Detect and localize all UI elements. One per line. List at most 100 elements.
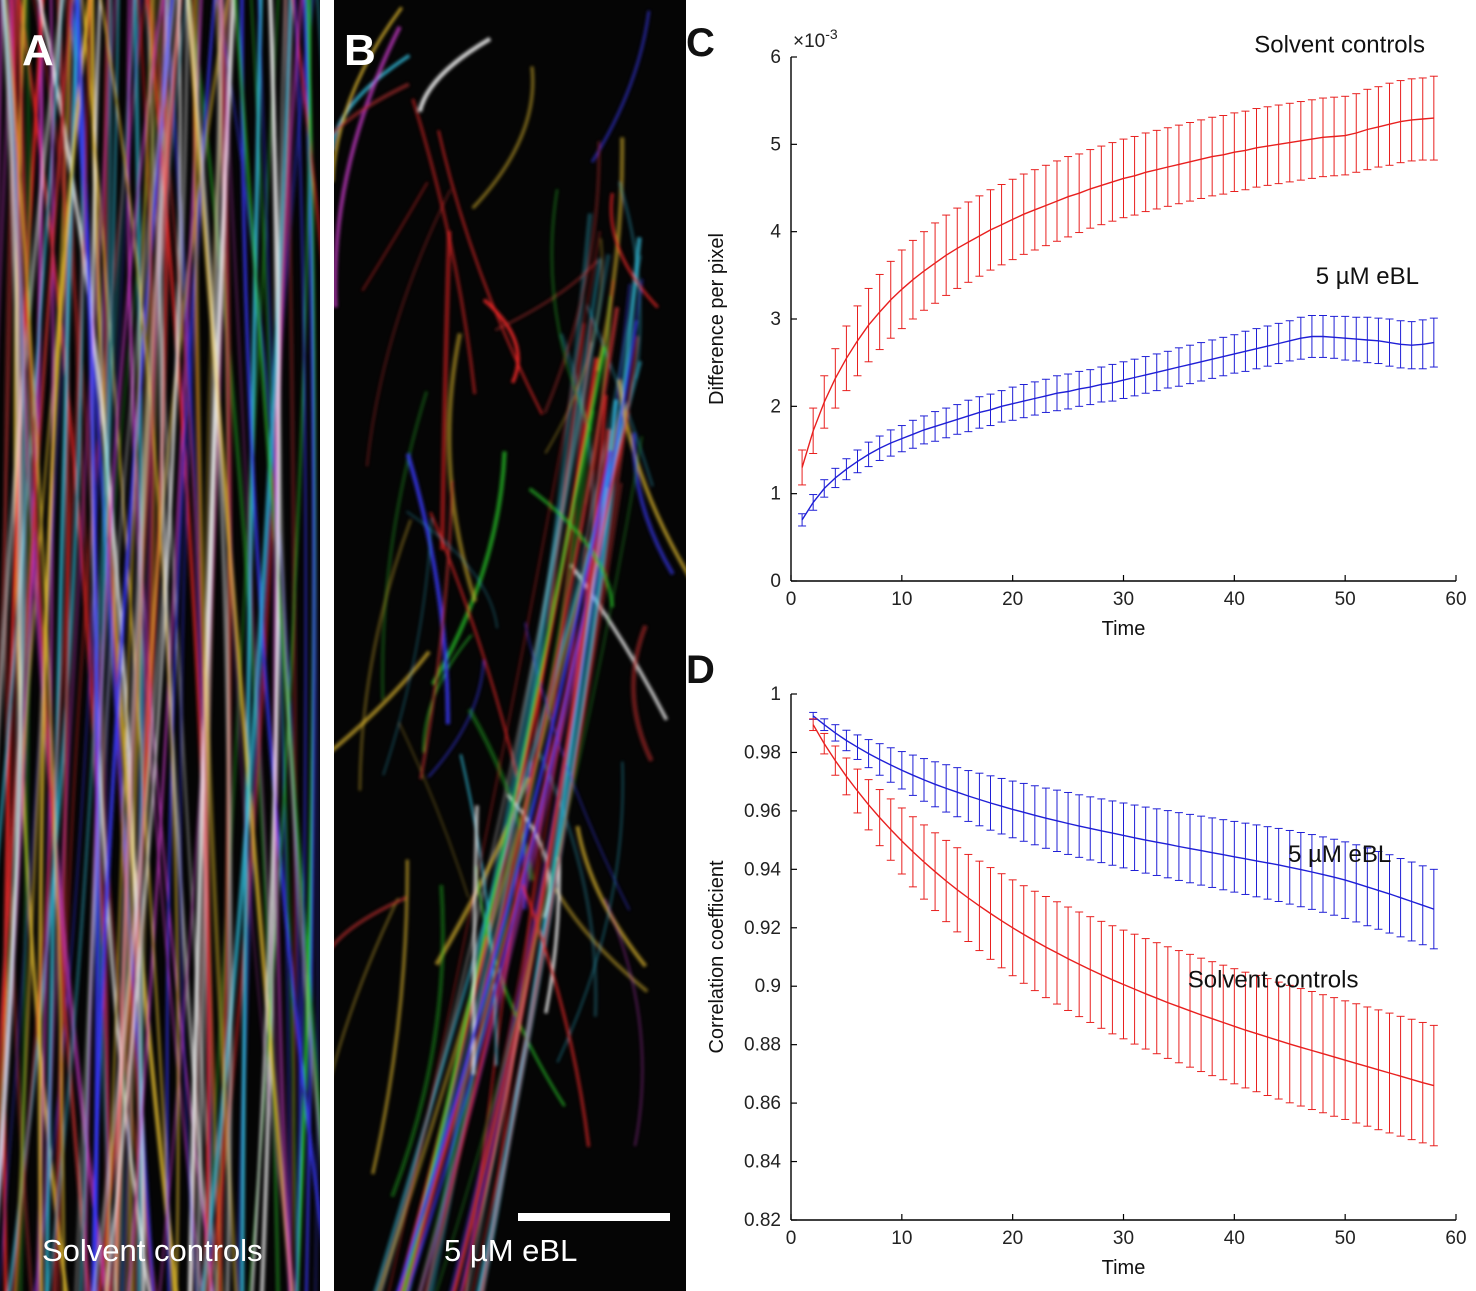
x-tick-label: 60 <box>1445 1228 1466 1249</box>
fibre <box>291 0 320 249</box>
y-axis-title: Difference per pixel <box>706 233 728 405</box>
fibre <box>603 898 644 1147</box>
annotation-solvent: Solvent controls <box>1254 32 1425 59</box>
series-ebl <box>798 315 1438 527</box>
fibre <box>431 451 507 686</box>
fibre <box>334 25 402 308</box>
fibre <box>543 141 601 414</box>
fibre <box>405 453 450 725</box>
panel-letter-b: B <box>344 26 376 75</box>
fibre <box>334 82 410 135</box>
fibre <box>0 0 23 1196</box>
fibre <box>105 0 182 1291</box>
y-tick-label: 2 <box>770 396 781 417</box>
fibre <box>609 192 659 309</box>
fibre <box>158 0 224 1291</box>
fibre <box>358 519 412 791</box>
fibre <box>74 0 100 1291</box>
fibre <box>396 450 613 1291</box>
fibre <box>381 390 429 700</box>
fibre <box>4 0 65 1291</box>
fibre <box>382 518 433 776</box>
fibre <box>334 650 431 752</box>
x-tick-label: 50 <box>1335 589 1356 610</box>
fibre <box>403 306 620 1291</box>
y-tick-label: 6 <box>770 47 781 68</box>
fibre <box>83 0 164 1291</box>
x-axis-title: Time <box>1102 1257 1146 1279</box>
y-tick-label: 0.82 <box>744 1210 781 1231</box>
fibre <box>35 0 55 1291</box>
fibre <box>240 0 320 1232</box>
y-tick-label: 0.84 <box>744 1152 781 1173</box>
fibre <box>426 254 611 1291</box>
fibre <box>105 0 154 1291</box>
y-axis-title: Correlation coefficient <box>706 860 728 1054</box>
fibre <box>127 0 203 1291</box>
fibre <box>0 0 21 1115</box>
fibre <box>257 0 291 1291</box>
panel-letter-d: D <box>686 648 715 692</box>
y-tick-label: 0.92 <box>744 918 781 939</box>
fibre <box>632 432 675 576</box>
fibre <box>524 622 631 911</box>
fibre <box>371 859 409 1175</box>
fibre <box>406 510 499 629</box>
fibre <box>361 181 429 292</box>
fibre <box>556 761 624 1063</box>
y-tick-label: 5 <box>770 134 781 155</box>
x-tick-label: 60 <box>1445 589 1466 610</box>
micrograph-image-a <box>0 0 320 1291</box>
fibre <box>417 36 492 113</box>
series-line <box>801 335 1434 521</box>
fibre <box>74 0 178 1291</box>
y-tick-label: 0.9 <box>755 976 781 997</box>
x-axis-title: Time <box>1102 618 1146 640</box>
fibre <box>528 487 615 608</box>
y-tick-label: 0.98 <box>744 742 781 763</box>
x-tick-label: 0 <box>786 1228 797 1249</box>
fibre <box>0 0 16 323</box>
fibre <box>225 0 297 1291</box>
fibre <box>544 857 561 1014</box>
scale-bar <box>518 1213 670 1221</box>
fibre <box>387 230 602 1291</box>
microtubule-fibres <box>334 6 686 1291</box>
fibre <box>334 895 408 948</box>
series-ebl <box>809 711 1438 950</box>
y-tick-label: 4 <box>770 222 781 243</box>
x-tick-label: 20 <box>1002 589 1023 610</box>
caption-a: Solvent controls <box>42 1233 263 1268</box>
fibre <box>411 98 477 395</box>
fibre <box>482 298 520 384</box>
fibre <box>437 130 544 415</box>
panel-letter-c: C <box>686 21 715 65</box>
fibre <box>248 0 312 1291</box>
y-tick-label: 0.94 <box>744 859 781 880</box>
microtubule-fibres <box>0 0 320 1291</box>
fibre <box>195 0 224 1291</box>
fibre <box>304 0 320 1291</box>
fibre <box>3 0 34 1291</box>
fibre <box>11 0 92 1291</box>
fibre <box>0 0 73 1068</box>
y-tick-label: 3 <box>770 309 781 330</box>
series-solvent <box>809 718 1438 1147</box>
fibre <box>406 320 638 1291</box>
fibre <box>390 884 445 1198</box>
charts-area: C D 0 10 20 30 40 50 600123456×10-3TimeDiffere… <box>686 21 1467 1279</box>
fibre <box>283 0 298 1291</box>
fibre <box>38 0 92 1291</box>
x-tick-label: 10 <box>891 1228 912 1249</box>
micrograph-panel-b: B 5 µM eBL <box>334 0 686 1291</box>
fibre <box>575 825 648 968</box>
y-tick-label: 0 <box>770 571 781 592</box>
fibre <box>435 435 644 1291</box>
x-tick-label: 10 <box>891 589 912 610</box>
fibre <box>193 0 239 1291</box>
chart-c: 0 10 20 30 40 50 60 0 1 2 3 4 5 6 ×10-3 Time Difference … <box>706 26 1467 640</box>
fibre <box>149 0 212 1291</box>
x-tick-label: 30 <box>1113 589 1134 610</box>
fibre <box>113 0 183 1291</box>
fibre <box>277 0 320 1153</box>
